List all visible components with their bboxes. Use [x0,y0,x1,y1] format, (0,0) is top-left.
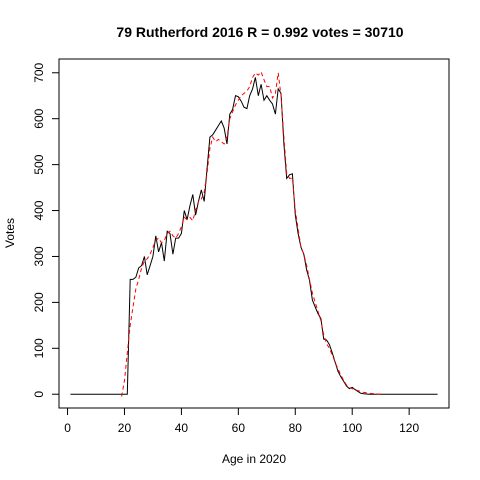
y-tick-label: 0 [32,391,46,398]
chart-title: 79 Rutherford 2016 R = 0.992 votes = 307… [116,24,403,40]
y-tick-label: 600 [32,108,46,128]
plot-frame [59,59,449,408]
x-tick-label: 0 [64,421,71,435]
y-tick-label: 200 [32,292,46,312]
y-tick-label: 700 [32,62,46,82]
x-tick-label: 120 [399,421,419,435]
y-axis: 0 100 200 300 400 500 600 700 [32,62,59,397]
x-tick-label: 20 [118,421,132,435]
x-axis: 0 20 40 60 80 100 120 [64,408,419,435]
series-group [70,72,437,397]
series-line-solid [70,77,437,394]
y-tick-label: 300 [32,246,46,266]
x-tick-label: 100 [342,421,362,435]
series-line-dashed [122,72,381,397]
x-tick-label: 60 [232,421,246,435]
y-tick-label: 400 [32,200,46,220]
x-tick-label: 40 [175,421,189,435]
y-tick-label: 100 [32,338,46,358]
y-tick-label: 500 [32,154,46,174]
y-axis-label: Votes [3,218,17,248]
x-axis-label: Age in 2020 [222,452,286,466]
x-tick-label: 80 [289,421,303,435]
